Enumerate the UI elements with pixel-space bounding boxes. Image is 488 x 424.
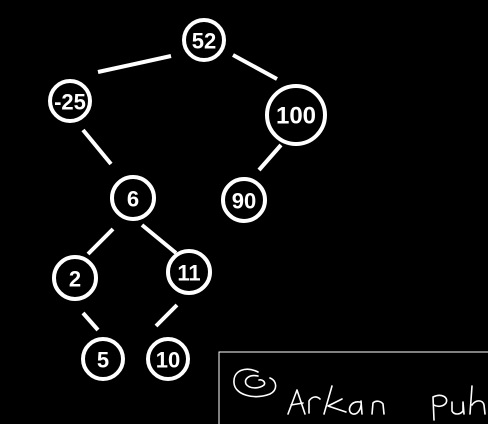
edge-100-to-90: [257, 143, 283, 172]
node-circle: [81, 337, 125, 381]
node-label: 6: [127, 187, 139, 212]
node-circle: [265, 84, 327, 146]
edge-25-to-6: [81, 128, 113, 166]
node-circle: [146, 337, 190, 381]
node-label: 100: [276, 103, 316, 130]
edge-52-to-100: [232, 53, 278, 81]
node-label: 5: [97, 348, 109, 373]
node-circle: [182, 18, 226, 62]
node-circle: [110, 175, 156, 221]
signature-handwriting: [233, 368, 486, 421]
signature: [218, 351, 488, 424]
tree-node: 10: [146, 337, 190, 381]
tree-node: 100: [265, 84, 327, 146]
node-label: 52: [192, 29, 216, 54]
node-label: 11: [177, 261, 200, 286]
nodes-layer: 52 -25 100 6 90 2 11 5 10: [48, 18, 327, 381]
node-label: 2: [69, 267, 81, 292]
edge-6-to-2: [86, 227, 115, 256]
tree-node: 11: [166, 249, 212, 295]
signature-box: [218, 351, 488, 424]
tree-node: 90: [221, 177, 267, 223]
edge-52-to-25: [97, 54, 172, 74]
tree-node: 6: [110, 175, 156, 221]
edge-11-to-10: [154, 303, 179, 328]
tree-node: -25: [48, 79, 92, 123]
edge-2-to-5: [81, 311, 100, 332]
edge-6-to-11: [140, 223, 178, 255]
node-label: 10: [156, 348, 180, 373]
node-circle: [166, 249, 212, 295]
node-circle: [221, 177, 267, 223]
edges-layer: [81, 53, 283, 332]
node-label: -25: [54, 90, 86, 115]
tree-node: 5: [81, 337, 125, 381]
tree-node: 2: [52, 255, 98, 301]
node-circle: [52, 255, 98, 301]
tree-node: 52: [182, 18, 226, 62]
node-label: 90: [232, 189, 256, 214]
node-circle: [48, 79, 92, 123]
